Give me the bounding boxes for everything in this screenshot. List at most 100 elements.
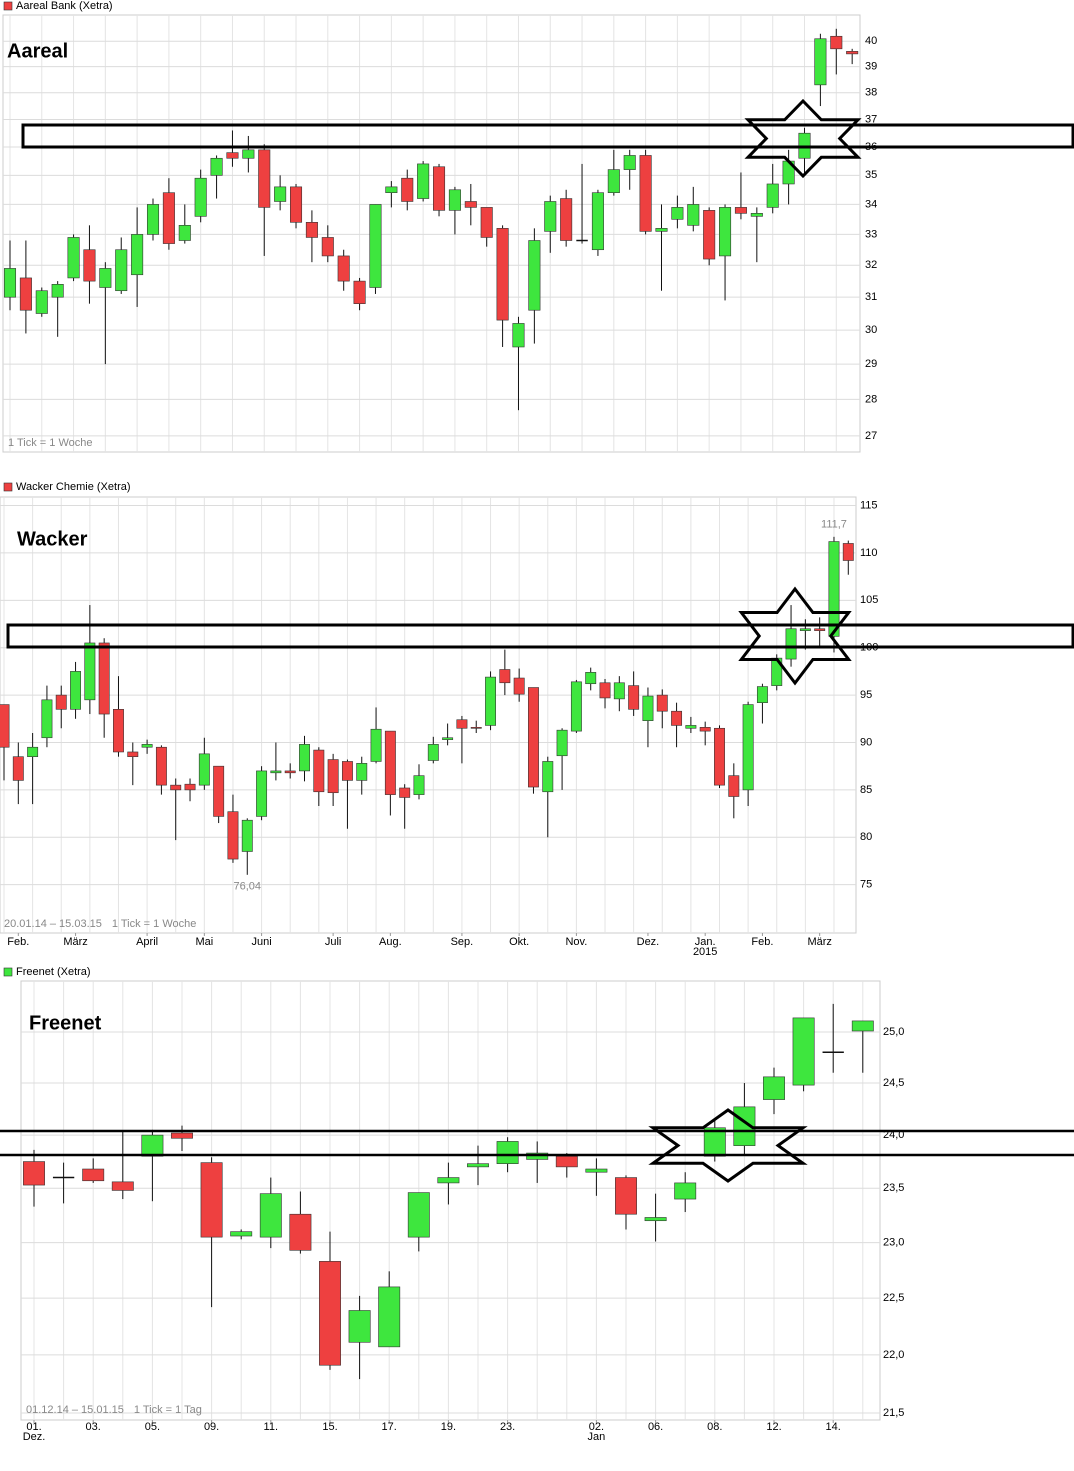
candle-body bbox=[655, 228, 668, 232]
candle-body bbox=[585, 672, 597, 685]
candle-body bbox=[470, 727, 482, 729]
candle-body bbox=[131, 234, 144, 276]
candle-body bbox=[427, 744, 439, 761]
candle-body bbox=[496, 1141, 519, 1164]
candle-body bbox=[792, 1017, 815, 1086]
candle-body bbox=[851, 1020, 874, 1032]
candle-body bbox=[35, 290, 48, 314]
y-tick-label: 80 bbox=[860, 831, 872, 843]
x-tick-label: 08. bbox=[707, 1421, 722, 1433]
x-tick-label: Feb. bbox=[7, 936, 29, 948]
chart-note: 20.01.14 – 15.03.15 bbox=[4, 918, 102, 930]
candle-body bbox=[241, 819, 253, 852]
candle-body bbox=[714, 727, 725, 786]
x-tick-label: Dez. bbox=[637, 936, 660, 948]
y-tick-label: 38 bbox=[865, 87, 877, 99]
chart-label: Aareal bbox=[7, 40, 68, 62]
candle-body bbox=[198, 753, 210, 786]
extreme-label: 111,7 bbox=[821, 519, 847, 531]
candle-body bbox=[417, 163, 430, 199]
candle-body bbox=[639, 155, 652, 232]
candle-body bbox=[227, 811, 239, 860]
candle-body bbox=[496, 228, 509, 321]
y-tick-label: 35 bbox=[865, 169, 877, 181]
candle-body bbox=[719, 207, 732, 257]
x-tick-label: 02. bbox=[589, 1421, 604, 1433]
x-tick-label: Juli bbox=[325, 936, 342, 948]
candle-body bbox=[327, 759, 339, 794]
candle-body bbox=[141, 744, 153, 748]
candle-body bbox=[742, 704, 754, 791]
candle-body bbox=[289, 186, 303, 223]
candle-body bbox=[734, 207, 747, 214]
candle-body bbox=[814, 38, 827, 86]
candle-body bbox=[242, 149, 255, 159]
candle-body bbox=[699, 727, 711, 732]
candle-body bbox=[321, 237, 334, 257]
candle-body bbox=[656, 694, 668, 712]
candle-body bbox=[448, 189, 461, 211]
candle-body bbox=[671, 710, 683, 726]
chart-label: Wacker bbox=[17, 528, 88, 550]
candle-body bbox=[703, 210, 716, 260]
candle-body bbox=[98, 642, 110, 715]
candle-body bbox=[384, 730, 396, 795]
header-marker bbox=[3, 1, 13, 11]
candle-body bbox=[370, 728, 382, 762]
candle-body bbox=[369, 204, 382, 288]
candle-body bbox=[615, 1177, 637, 1215]
candle-body bbox=[146, 204, 160, 235]
x-tick-label: 01. bbox=[26, 1421, 41, 1433]
y-tick-label: 29 bbox=[865, 358, 877, 370]
y-tick-label: 33 bbox=[865, 228, 877, 240]
x-tick-label: 09. bbox=[204, 1421, 219, 1433]
candle-body bbox=[433, 166, 446, 211]
candle-body bbox=[319, 1261, 341, 1366]
candle-body bbox=[642, 695, 654, 721]
candle-body bbox=[785, 628, 797, 660]
candle-body bbox=[226, 152, 239, 159]
x-tick-label: 19. bbox=[441, 1421, 456, 1433]
candle-body bbox=[599, 682, 611, 699]
candle-body bbox=[299, 744, 310, 772]
candle-body bbox=[230, 1231, 253, 1237]
x-tick-label: 06. bbox=[648, 1421, 663, 1433]
y-tick-label: 27 bbox=[865, 430, 877, 442]
candle-body bbox=[464, 201, 477, 208]
candle-body bbox=[184, 783, 196, 791]
y-tick-label: 85 bbox=[860, 784, 872, 796]
x-tick-label: Nov. bbox=[565, 936, 587, 948]
candle-body bbox=[0, 704, 10, 748]
candle-body bbox=[528, 240, 541, 311]
candle-body bbox=[274, 186, 287, 202]
candle-body bbox=[728, 775, 740, 797]
candle-body bbox=[178, 225, 191, 241]
candle-body bbox=[194, 177, 207, 217]
candle-body bbox=[113, 709, 124, 753]
breakout-star bbox=[744, 98, 862, 179]
candle-body bbox=[305, 222, 318, 238]
candle-body bbox=[348, 1310, 371, 1343]
y-tick-label: 24,5 bbox=[883, 1077, 904, 1089]
x-tick-label: April bbox=[136, 936, 158, 948]
x-tick-label: 15. bbox=[322, 1421, 337, 1433]
x-tick-label: 14. bbox=[826, 1421, 841, 1433]
candle-body bbox=[67, 237, 80, 279]
x-tick-label: Okt. bbox=[509, 936, 529, 948]
x-tick-sublabel: Jan bbox=[588, 1431, 606, 1443]
candle-body bbox=[687, 204, 700, 226]
y-tick-label: 90 bbox=[860, 736, 872, 748]
candle-body bbox=[413, 775, 425, 795]
y-tick-label: 28 bbox=[865, 393, 877, 405]
candle-body bbox=[27, 746, 39, 758]
candle-body bbox=[756, 686, 768, 703]
y-tick-label: 95 bbox=[860, 689, 872, 701]
candle-body bbox=[155, 746, 167, 786]
y-tick-label: 32 bbox=[865, 259, 877, 271]
header-marker bbox=[3, 967, 13, 977]
candle-body bbox=[570, 681, 582, 732]
candle-body bbox=[289, 1213, 312, 1251]
resistance-box bbox=[6, 623, 1074, 649]
x-tick-label: 11. bbox=[264, 1421, 278, 1433]
